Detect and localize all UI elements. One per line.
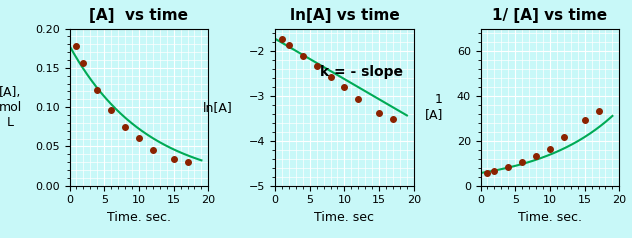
- Title: ln[A] vs time: ln[A] vs time: [289, 8, 399, 23]
- Title: 1/ [A] vs time: 1/ [A] vs time: [492, 8, 607, 23]
- X-axis label: Time. sec.: Time. sec.: [107, 211, 171, 224]
- Y-axis label: ln[A]: ln[A]: [204, 101, 233, 114]
- Text: k = - slope: k = - slope: [320, 65, 403, 79]
- X-axis label: Time. sec: Time. sec: [315, 211, 374, 224]
- Title: [A]  vs time: [A] vs time: [90, 8, 188, 23]
- Y-axis label:   1
[A]: 1 [A]: [425, 93, 444, 121]
- Y-axis label: [A],
mol
L: [A], mol L: [0, 86, 21, 129]
- X-axis label: Time. sec.: Time. sec.: [518, 211, 582, 224]
